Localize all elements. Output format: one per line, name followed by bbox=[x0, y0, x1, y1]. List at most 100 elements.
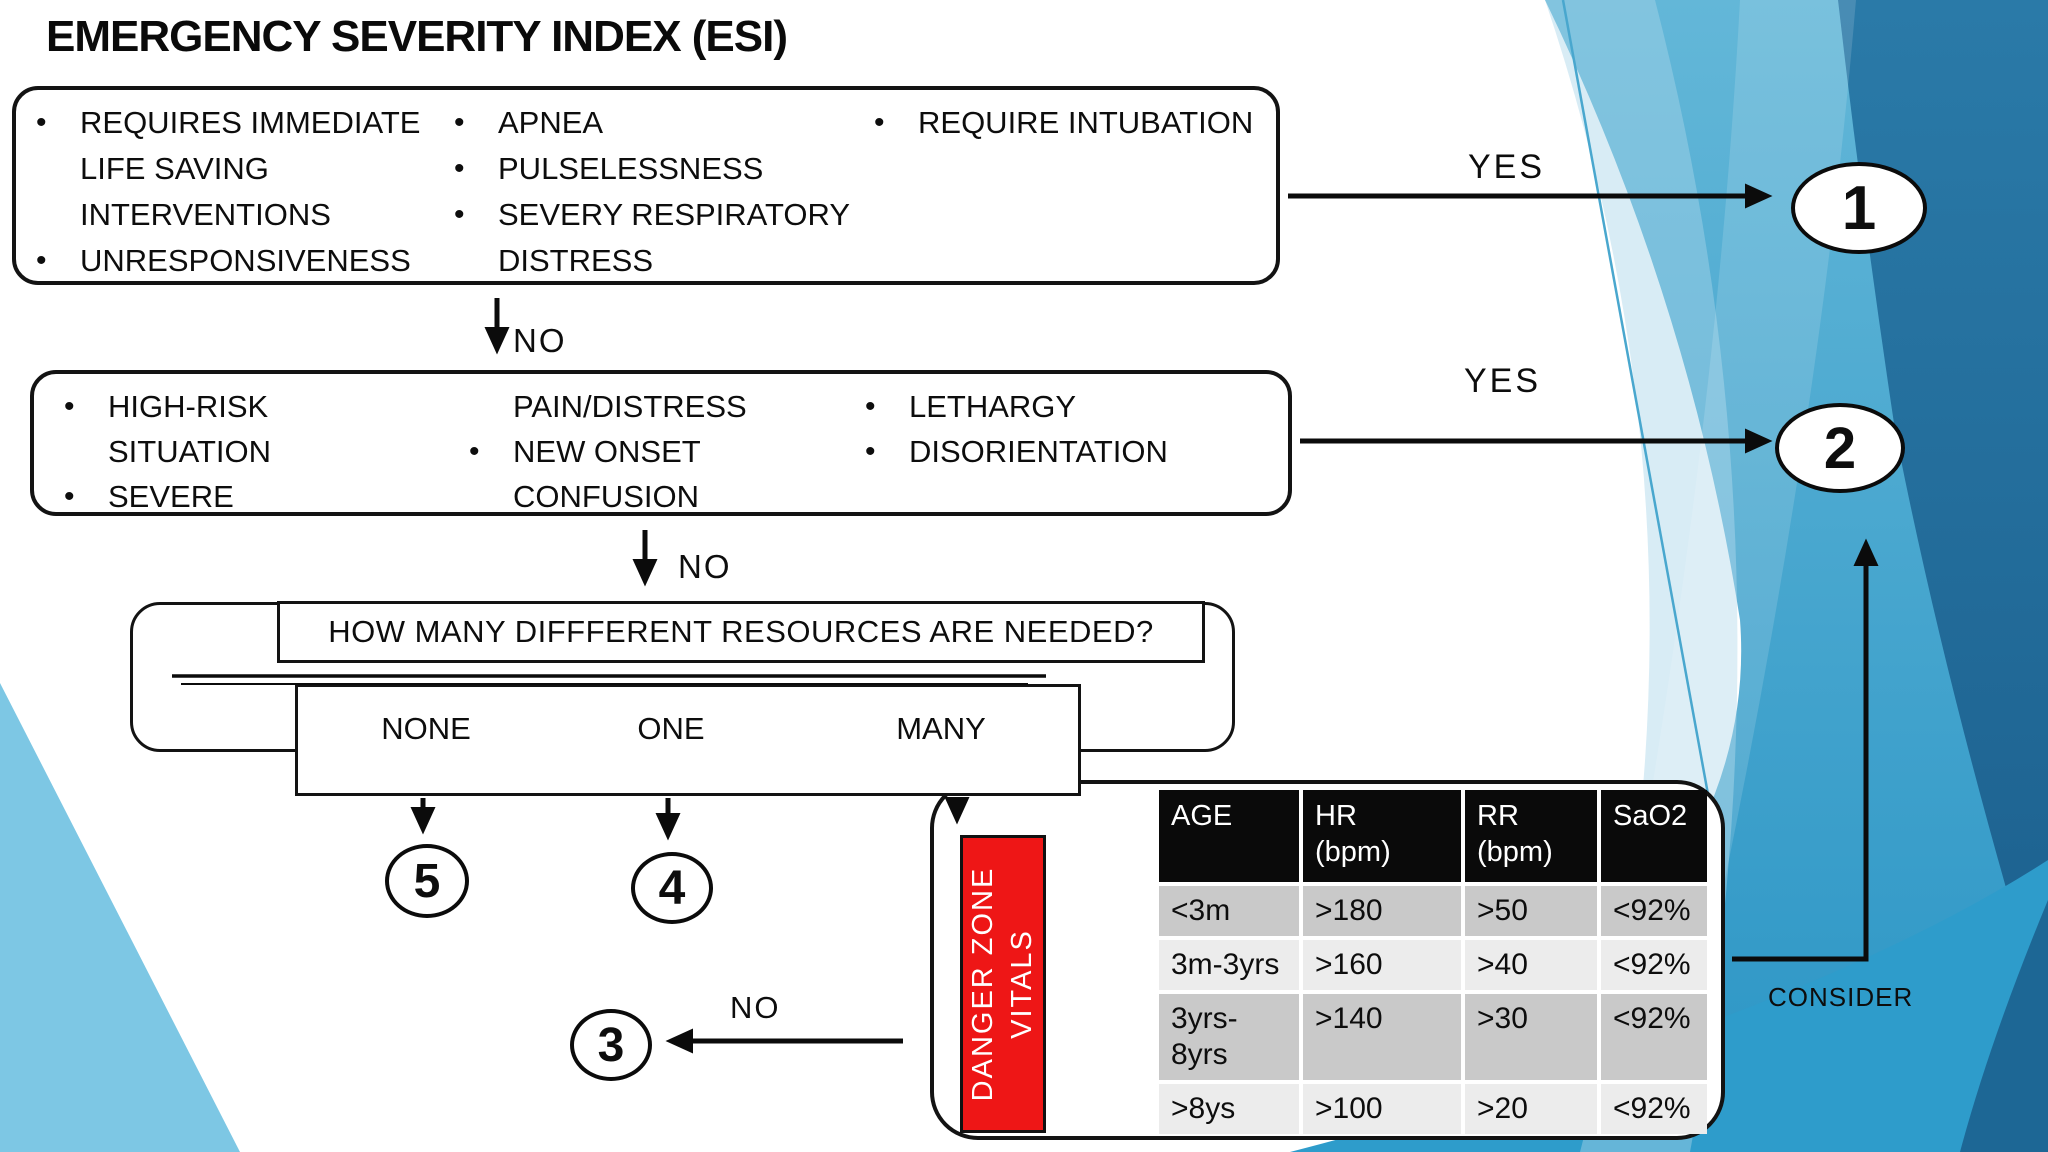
bullet-line: • UNRESPONSIVENESS bbox=[36, 238, 420, 284]
table-cell: >50 bbox=[1465, 886, 1597, 936]
table-cell: <92% bbox=[1601, 994, 1707, 1080]
bullet-dot: • bbox=[454, 106, 465, 139]
bg-bottom-right-wedge bbox=[1290, 860, 2048, 1152]
label-no-3: NO bbox=[730, 990, 781, 1025]
table-header-cell: SaO2 bbox=[1601, 790, 1707, 882]
bullet-text: REQUIRE INTUBATION bbox=[918, 105, 1254, 140]
bullet-line: • DISORIENTATION bbox=[865, 429, 1168, 474]
bg-thin-diagonal-line bbox=[1561, 0, 1722, 861]
option-one: ONE bbox=[637, 711, 705, 746]
table-header-cell: AGE bbox=[1159, 790, 1299, 882]
table-cell: >20 bbox=[1465, 1084, 1597, 1134]
decision-box-level1: •REQUIRES IMMEDIATE•LIFE SAVING•INTERVEN… bbox=[12, 86, 1280, 285]
bullet-text: HIGH-RISK bbox=[108, 388, 269, 424]
page-title: EMERGENCY SEVERITY INDEX (ESI) bbox=[46, 12, 788, 61]
bullet-dot: • bbox=[874, 106, 885, 139]
table-cell: <3m bbox=[1159, 886, 1299, 936]
bg-bottom-left-wedge bbox=[0, 683, 240, 1152]
bullet-text: DISORIENTATION bbox=[909, 433, 1168, 469]
table-header-cell: RR (bpm) bbox=[1465, 790, 1597, 882]
bullet-dot: • bbox=[64, 479, 75, 513]
label-yes-2: YES bbox=[1464, 362, 1542, 400]
bullet-text: NEW ONSET bbox=[513, 433, 701, 469]
esi-level-1-circle: 1 bbox=[1791, 162, 1927, 254]
bullet-text: PULSELESSNESS bbox=[498, 151, 764, 186]
bullet-line: •CONFUSION bbox=[469, 474, 747, 519]
table-cell: >140 bbox=[1303, 994, 1461, 1080]
decision1-column2: •APNEA•PULSELESSNESS•SEVERY RESPIRATORY•… bbox=[454, 100, 850, 284]
bullet-line: • SEVERE bbox=[64, 474, 271, 519]
label-no-2: NO bbox=[678, 548, 732, 585]
resources-options-box: NONE ONE MANY bbox=[295, 684, 1081, 796]
decision-box-level2: •HIGH-RISK•SITUATION•SEVERE •PAIN/DISTRE… bbox=[30, 370, 1292, 516]
bullet-text: SEVERE bbox=[108, 478, 234, 514]
table-cell: <92% bbox=[1601, 940, 1707, 990]
bullet-text: LIFE SAVING bbox=[80, 151, 269, 186]
table-row: >8ys >100 >20 <92% bbox=[1159, 1084, 1707, 1134]
decision1-column3: • REQUIRE INTUBATION bbox=[874, 100, 1253, 146]
bullet-dot: • bbox=[865, 434, 876, 468]
bullet-line: • NEW ONSET bbox=[469, 429, 747, 474]
bullet-text: LETHARGY bbox=[909, 388, 1077, 424]
danger-zone-vitals-label: DANGER ZONE VITALS bbox=[960, 835, 1046, 1133]
table-cell: 3yrs- 8yrs bbox=[1159, 994, 1299, 1080]
bullet-text: PAIN/DISTRESS bbox=[513, 388, 747, 424]
vitals-table: AGE HR (bpm) RR (bpm) SaO2 <3m >180 >50 <92% 3m-… bbox=[1155, 786, 1711, 1138]
table-cell: <92% bbox=[1601, 886, 1707, 936]
table-row: 3m-3yrs >160 >40 <92% bbox=[1159, 940, 1707, 990]
bullet-dot: • bbox=[36, 244, 47, 277]
bullet-text: CONFUSION bbox=[513, 478, 699, 514]
bullet-text: INTERVENTIONS bbox=[80, 197, 331, 232]
bullet-dot: • bbox=[454, 198, 465, 231]
table-row: 3yrs- 8yrs >140 >30 <92% bbox=[1159, 994, 1707, 1080]
bullet-dot: • bbox=[64, 389, 75, 423]
bullet-text: REQUIRES IMMEDIATE bbox=[80, 105, 421, 140]
table-cell: >160 bbox=[1303, 940, 1461, 990]
esi-level-5-circle: 5 bbox=[385, 844, 469, 918]
bullet-line: • PULSELESSNESS bbox=[454, 146, 850, 192]
bullet-dot: • bbox=[469, 434, 480, 468]
table-cell: >100 bbox=[1303, 1084, 1461, 1134]
label-yes-1: YES bbox=[1468, 148, 1546, 186]
table-cell: 3m-3yrs bbox=[1159, 940, 1299, 990]
bullet-line: • APNEA bbox=[454, 100, 850, 146]
bullet-line: •LIFE SAVING bbox=[36, 146, 420, 192]
bullet-line: • SEVERY RESPIRATORY bbox=[454, 192, 850, 238]
bullet-text: DISTRESS bbox=[498, 243, 654, 278]
consider-connector bbox=[1732, 538, 1879, 962]
bullet-line: •PAIN/DISTRESS bbox=[469, 384, 747, 429]
bullet-dot: • bbox=[454, 152, 465, 185]
label-consider: CONSIDER bbox=[1768, 982, 1914, 1012]
table-header-row: AGE HR (bpm) RR (bpm) SaO2 bbox=[1159, 790, 1707, 882]
esi-level-2-circle: 2 bbox=[1775, 403, 1905, 493]
bullet-text: SITUATION bbox=[108, 433, 272, 469]
resources-question-text: HOW MANY DIFFFERENT RESOURCES ARE NEEDED… bbox=[328, 614, 1154, 649]
bullet-line: •DISTRESS bbox=[454, 238, 850, 284]
label-no-1: NO bbox=[513, 322, 567, 359]
table-row: <3m >180 >50 <92% bbox=[1159, 886, 1707, 936]
table-cell: >180 bbox=[1303, 886, 1461, 936]
bg-corner-dark-streak bbox=[1960, 900, 2048, 1152]
bullet-text: APNEA bbox=[498, 105, 604, 140]
decision1-column1: •REQUIRES IMMEDIATE•LIFE SAVING•INTERVEN… bbox=[36, 100, 420, 284]
table-cell: >8ys bbox=[1159, 1084, 1299, 1134]
bullet-line: •INTERVENTIONS bbox=[36, 192, 420, 238]
esi-level-4-circle: 4 bbox=[631, 852, 713, 924]
bullet-text: SEVERY RESPIRATORY bbox=[498, 197, 851, 232]
resources-question-box: HOW MANY DIFFFERENT RESOURCES ARE NEEDED… bbox=[277, 601, 1205, 663]
bullet-line: •SITUATION bbox=[64, 429, 271, 474]
option-none: NONE bbox=[381, 711, 471, 746]
decision2-column1: • HIGH-RISK •SITUATION • SEVERE bbox=[64, 384, 271, 519]
bullet-line: • REQUIRES IMMEDIATE bbox=[36, 100, 420, 146]
table-cell: >40 bbox=[1465, 940, 1597, 990]
bullet-line: • LETHARGY bbox=[865, 384, 1168, 429]
bg-dark-blue-wedge bbox=[1838, 0, 2048, 1030]
decision2-column3: • LETHARGY • DISORIENTATION bbox=[865, 384, 1168, 474]
option-many: MANY bbox=[896, 711, 986, 746]
bullet-line: • HIGH-RISK bbox=[64, 384, 271, 429]
table-cell: <92% bbox=[1601, 1084, 1707, 1134]
decision2-column2: •PAIN/DISTRESS • NEW ONSET •CONFUSION bbox=[469, 384, 747, 519]
table-header-cell: HR (bpm) bbox=[1303, 790, 1461, 882]
bullet-text: UNRESPONSIVENESS bbox=[80, 243, 411, 278]
